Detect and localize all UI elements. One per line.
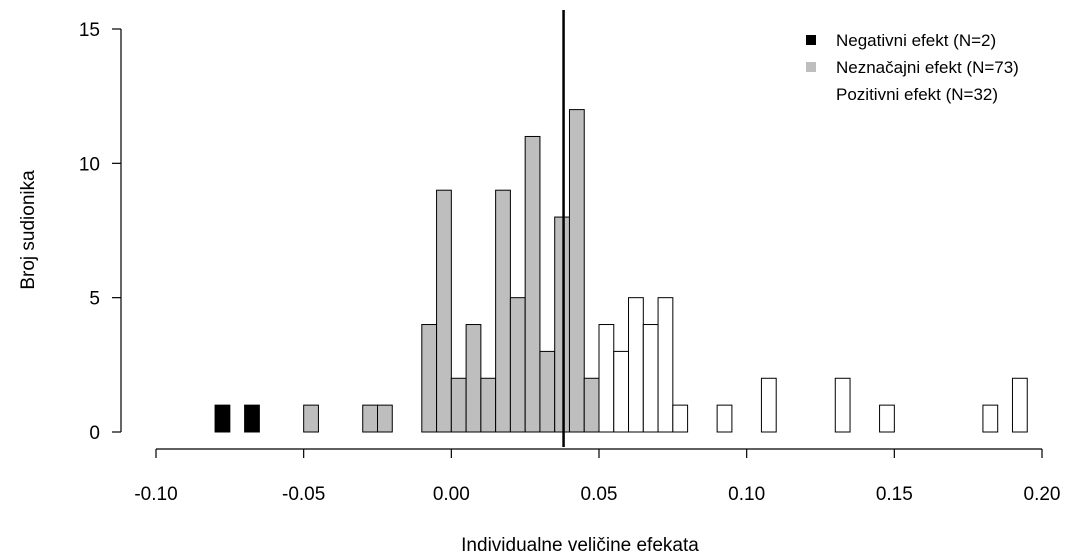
histogram-bar-nonsignificant <box>436 189 452 433</box>
y-tick-label: 0 <box>89 423 100 444</box>
histogram-bars <box>214 109 1028 433</box>
x-tick-label: 0.10 <box>728 484 765 505</box>
histogram-bar-positive <box>657 297 674 433</box>
histogram-bar-nonsignificant <box>303 404 319 433</box>
histogram-bar-positive <box>879 404 895 433</box>
histogram-bar-nonsignificant <box>524 135 541 433</box>
histogram-bar-nonsignificant <box>554 216 570 433</box>
x-axis-title: Individualne veličine efekata <box>461 535 699 556</box>
histogram-bar-nonsignificant <box>480 377 497 433</box>
histogram-bar-negative <box>214 404 231 433</box>
x-tick-label: 0.20 <box>1024 484 1061 505</box>
legend-label: Pozitivni efekt (N=32) <box>836 85 998 104</box>
histogram-bar-positive <box>834 377 851 433</box>
legend: Negativni efekt (N=2) Neznačajni efekt (N… <box>806 31 1019 104</box>
legend-label: Neznačajni efekt (N=73) <box>836 58 1019 77</box>
histogram-bar-nonsignificant <box>450 377 467 433</box>
y-tick-label: 15 <box>79 20 100 41</box>
legend-swatch <box>806 35 816 45</box>
histogram-bar-nonsignificant <box>568 109 585 433</box>
histogram-bar-positive <box>1011 377 1028 433</box>
y-axis-title: Broj sudionika <box>18 170 39 290</box>
histogram-bar-negative <box>244 404 260 433</box>
x-tick-label: 0.15 <box>876 484 913 505</box>
x-tick-label: 0.00 <box>433 484 470 505</box>
legend-label: Negativni efekt (N=2) <box>836 31 996 50</box>
y-axis: 0 5 10 15 <box>79 20 122 444</box>
histogram-bar-positive <box>760 377 777 433</box>
y-tick-label: 5 <box>89 289 100 310</box>
histogram-bar-positive <box>628 297 644 433</box>
histogram-bar-positive <box>982 404 999 433</box>
histogram-bar-nonsignificant <box>509 297 526 433</box>
histogram-bar-nonsignificant <box>421 324 438 433</box>
y-tick-label: 10 <box>79 154 100 175</box>
legend-swatch <box>806 89 816 99</box>
x-tick-label: -0.05 <box>282 484 325 505</box>
histogram-bar-nonsignificant <box>377 404 393 433</box>
x-tick-label: 0.05 <box>581 484 618 505</box>
x-axis: -0.10 -0.05 0.00 0.05 0.10 0.15 0.20 <box>134 448 1061 505</box>
histogram-bar-nonsignificant <box>539 350 556 433</box>
histogram-bar-nonsignificant <box>465 324 482 433</box>
legend-swatch <box>806 62 816 72</box>
histogram-bar-positive <box>716 404 733 433</box>
histogram-bar-positive <box>672 404 689 433</box>
histogram-bar-nonsignificant <box>495 189 511 433</box>
x-tick-label: -0.10 <box>134 484 177 505</box>
histogram-bar-positive <box>642 324 659 433</box>
histogram-bar-nonsignificant <box>362 404 379 433</box>
histogram-bar-nonsignificant <box>583 377 600 433</box>
histogram-bar-positive <box>598 324 615 433</box>
histogram-bar-positive <box>613 350 630 433</box>
